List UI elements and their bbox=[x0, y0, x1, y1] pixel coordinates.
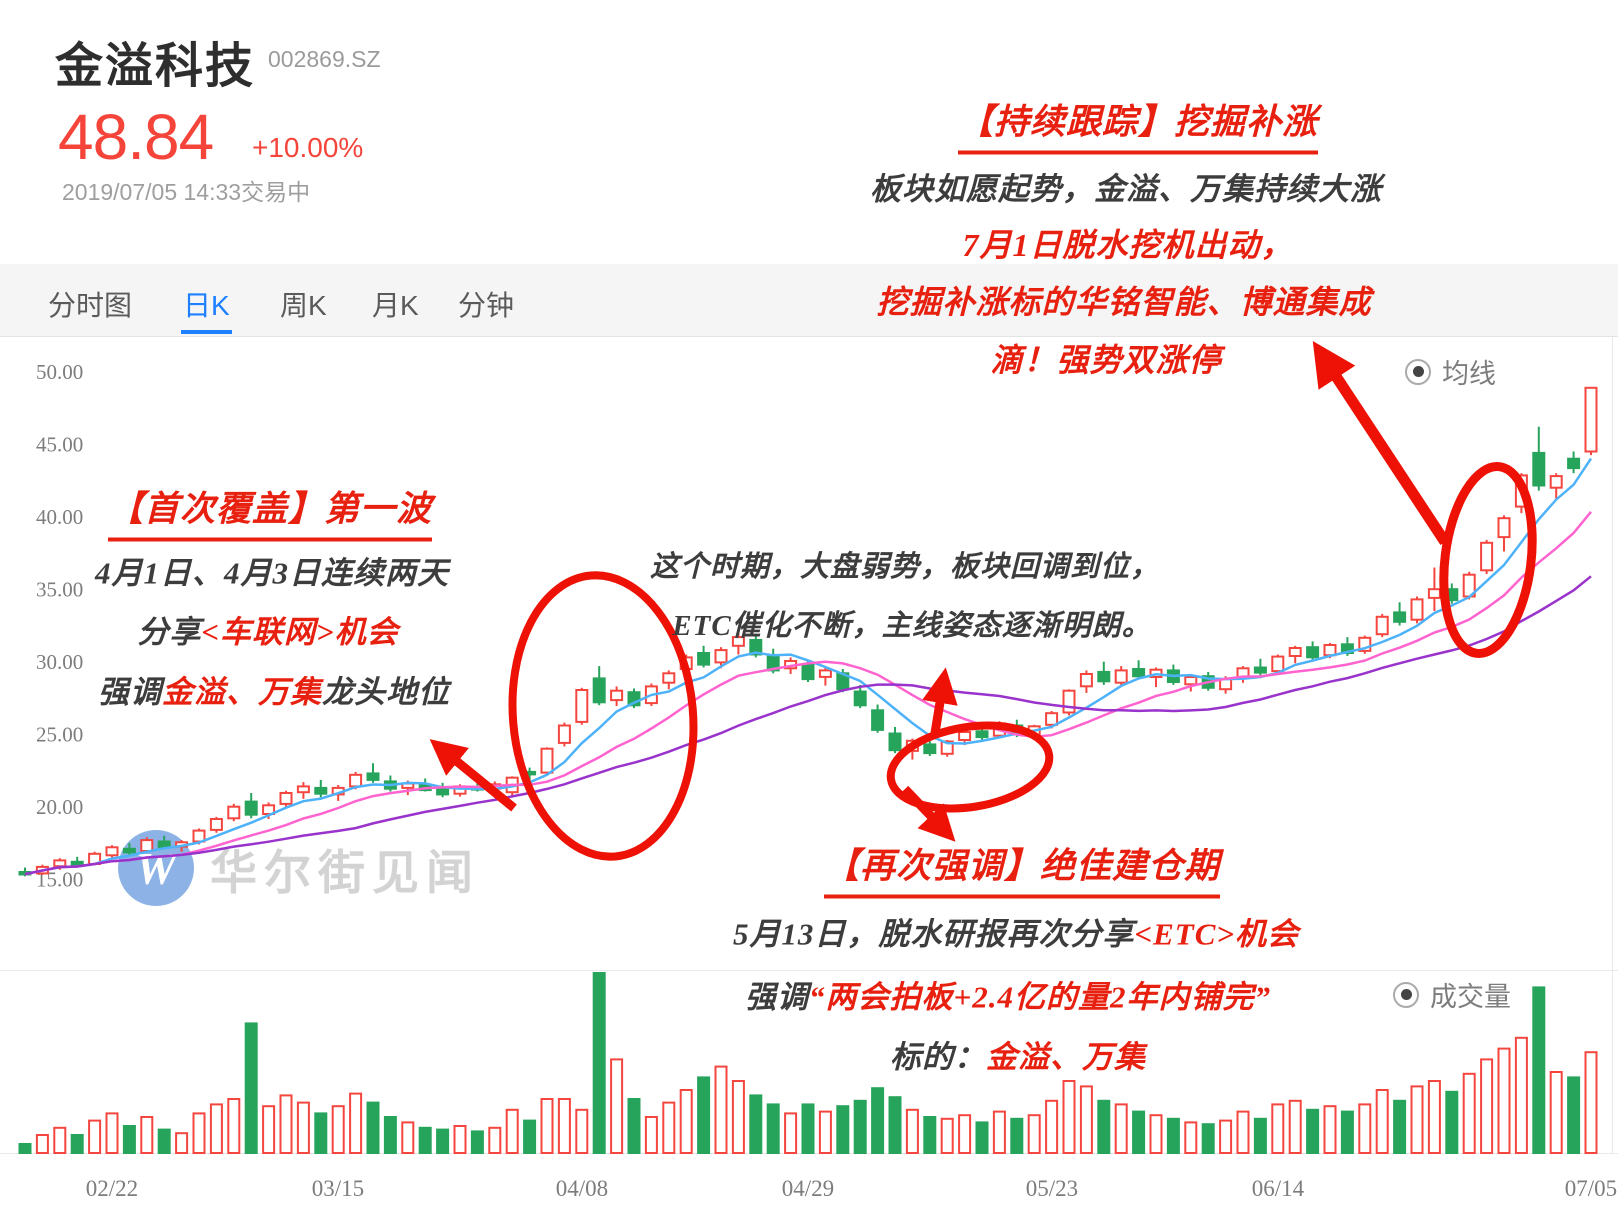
volume-radio[interactable]: 成交量 bbox=[1393, 975, 1511, 1014]
svg-text:06/14: 06/14 bbox=[1252, 1176, 1305, 1201]
annotation-segment: 金溢、万集 bbox=[162, 674, 322, 710]
annotation-segment: 标的： bbox=[890, 1039, 986, 1075]
radio-icon bbox=[1393, 981, 1419, 1008]
pane-borders bbox=[0, 337, 1618, 1154]
annotation-segment: 挖掘补涨标的华铭智能、博通集成 bbox=[876, 284, 1372, 320]
svg-text:25.00: 25.00 bbox=[36, 723, 83, 747]
volume-bars bbox=[18, 972, 1598, 1155]
svg-text:05/23: 05/23 bbox=[1026, 1176, 1078, 1201]
x-axis-labels: 02/22 03/15 04/08 04/29 05/23 06/14 07/05 bbox=[86, 1176, 1617, 1201]
annotation-segment: 金溢、万集 bbox=[986, 1039, 1146, 1075]
annotation-a2: 板块如愿起势，金溢、万集持续大涨 bbox=[870, 164, 1382, 209]
svg-text:04/29: 04/29 bbox=[782, 1176, 834, 1201]
annotation-segment: 强调 bbox=[745, 979, 810, 1015]
annotation-segment: <车联网>机会 bbox=[201, 614, 399, 650]
annotation-a8: 分享<车联网>机会 bbox=[137, 607, 398, 652]
annotation-segment: 【再次强调】绝佳建仓期 bbox=[823, 846, 1221, 886]
annotation-segment: 4月1日、4月3日连续两天 bbox=[95, 555, 449, 591]
ma-radio[interactable]: 均线 bbox=[1405, 352, 1496, 391]
tab-minute[interactable]: 分钟 bbox=[458, 290, 515, 321]
annotation-segment: 这个时期，大盘弱势，板块回调到位， bbox=[649, 551, 1161, 583]
annotation-segment: “两会拍板+2.4亿的量2年内铺完” bbox=[809, 979, 1271, 1015]
svg-text:20.00: 20.00 bbox=[36, 795, 83, 819]
stock-title: 金溢科技 bbox=[55, 40, 256, 93]
svg-text:07/05: 07/05 bbox=[1565, 1176, 1617, 1201]
svg-text:35.00: 35.00 bbox=[36, 578, 83, 602]
svg-text:04/08: 04/08 bbox=[556, 1176, 608, 1201]
annotation-a13: 5月13日，脱水研报再次分享<ETC>机会 bbox=[733, 909, 1299, 954]
stock-datetime-status: 2019/07/05 14:33交易中 bbox=[62, 179, 311, 205]
ma-radio-label: 均线 bbox=[1442, 359, 1496, 389]
annotation-segment: <ETC>机会 bbox=[1134, 916, 1300, 952]
stock-change-percent: +10.00% bbox=[252, 132, 364, 163]
annotation-segment: 滴！强势双涨停 bbox=[990, 342, 1222, 378]
annotation-a1: 【持续跟踪】挖掘补涨 bbox=[957, 94, 1319, 155]
svg-text:30.00: 30.00 bbox=[36, 650, 83, 674]
chart-period-tabbar: 分时图 日K 周K 月K 分钟 bbox=[0, 264, 1618, 337]
radio-icon bbox=[1405, 358, 1431, 385]
tab-daily-k[interactable]: 日K bbox=[181, 284, 232, 334]
stock-price: 48.84 bbox=[58, 101, 214, 173]
svg-text:02/22: 02/22 bbox=[86, 1176, 138, 1201]
tab-intraday[interactable]: 分时图 bbox=[48, 290, 133, 321]
annotation-a5: 滴！强势双涨停 bbox=[990, 335, 1221, 381]
annotation-segment: ETC催化不断，主线姿态逐渐明朗。 bbox=[672, 610, 1152, 642]
annotation-a6: 【首次覆盖】第一波 bbox=[107, 481, 433, 542]
stock-code: 002869.SZ bbox=[268, 46, 381, 72]
annotation-a3: 7月1日脱水挖机出动， bbox=[962, 220, 1293, 266]
annotation-a10: 这个时期，大盘弱势，板块回调到位， bbox=[650, 543, 1160, 585]
annotation-segment: 强调 bbox=[98, 674, 162, 710]
annotation-a11: ETC催化不断，主线姿态逐渐明朗。 bbox=[672, 602, 1151, 644]
annotation-a4: 挖掘补涨标的华铭智能、博通集成 bbox=[876, 277, 1371, 323]
annotation-a12: 【再次强调】绝佳建仓期 bbox=[823, 838, 1221, 899]
watermark-text: 华尔街见闻 bbox=[210, 845, 480, 899]
annotation-segment: 板块如愿起势，金溢、万集持续大涨 bbox=[870, 171, 1382, 207]
svg-text:45.00: 45.00 bbox=[36, 433, 83, 457]
tab-weekly-k[interactable]: 周K bbox=[280, 290, 327, 321]
annotation-segment: 分享 bbox=[137, 614, 202, 650]
svg-text:03/15: 03/15 bbox=[312, 1176, 364, 1201]
ma-lines bbox=[24, 457, 1593, 876]
tab-monthly-k[interactable]: 月K bbox=[372, 290, 419, 321]
annotation-a15: 标的：金溢、万集 bbox=[890, 1032, 1146, 1077]
annotation-segment: 龙头地位 bbox=[322, 674, 450, 710]
svg-text:40.00: 40.00 bbox=[36, 505, 83, 529]
annotation-segment: 【持续跟踪】挖掘补涨 bbox=[957, 102, 1319, 142]
svg-text:50.00: 50.00 bbox=[36, 360, 83, 384]
annotation-segment: 7月1日脱水挖机出动， bbox=[962, 227, 1294, 263]
annotation-a9: 强调金溢、万集龙头地位 bbox=[98, 667, 450, 712]
annotation-segment: 5月13日，脱水研报再次分享 bbox=[732, 916, 1135, 952]
annotation-a7: 4月1日、4月3日连续两天 bbox=[95, 548, 449, 593]
volume-radio-label: 成交量 bbox=[1430, 982, 1511, 1012]
annotation-segment: 【首次覆盖】第一波 bbox=[107, 489, 433, 529]
annotation-a14: 强调“两会拍板+2.4亿的量2年内铺完” bbox=[745, 972, 1271, 1017]
